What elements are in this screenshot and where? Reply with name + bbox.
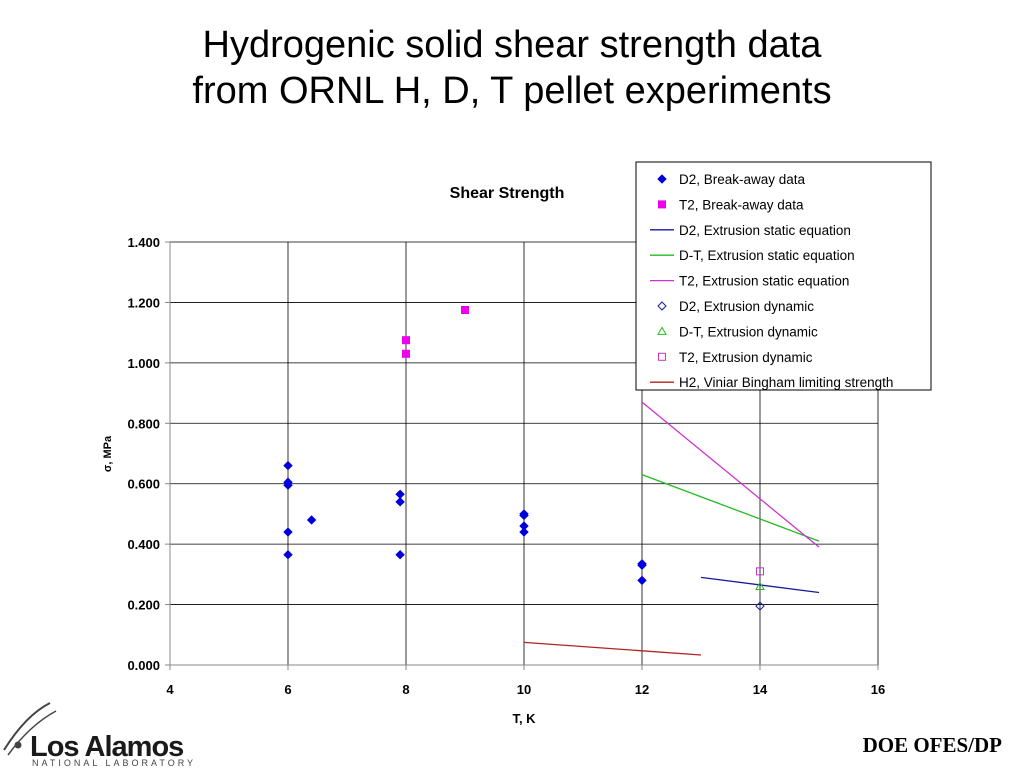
data-point-series-5 (755, 601, 765, 611)
legend-swatch-marker (658, 200, 666, 209)
legend-swatch-marker (657, 301, 667, 311)
legend-entry-label: H2, Viniar Bingham limiting strength (679, 375, 893, 390)
data-point-series-0 (519, 510, 529, 521)
data-point-series-0 (283, 550, 293, 560)
series-line-2 (700, 576, 820, 594)
los-alamos-logo-icon (3, 702, 57, 756)
data-point-series-0 (283, 460, 293, 471)
y-tick-label: 0.000 (127, 658, 160, 673)
x-tick-label: 4 (166, 682, 174, 697)
legend-swatch-marker (658, 352, 666, 361)
legend-entry-label: D2, Extrusion static equation (679, 223, 851, 238)
data-point-series-1 (461, 305, 469, 314)
logo-subtext: NATIONAL LABORATORY (32, 758, 197, 768)
y-tick-label: 1.200 (127, 295, 160, 310)
legend-entry-label: T2, Break-away data (679, 197, 804, 212)
series-line-8 (523, 641, 702, 656)
slide-title: Hydrogenic solid shear strength data fro… (0, 22, 1024, 114)
chart-tick-labels: 0.000 0.200 0.400 0.600 0.800 1.000 1.200 1.400… (127, 235, 885, 697)
chart-series (283, 305, 820, 656)
legend-entry-label: D-T, Extrusion dynamic (679, 324, 818, 339)
data-point-series-0 (395, 550, 405, 560)
y-tick-label: 1.000 (127, 356, 160, 371)
chart-axes (165, 241, 879, 670)
legend-entry-label: T2, Extrusion dynamic (679, 350, 813, 365)
slide-title-line2: from ORNL H, D, T pellet experiments (192, 70, 832, 112)
data-point-series-0 (519, 527, 529, 537)
y-tick-label: 0.600 (127, 477, 160, 492)
logo-text: Los Alamos (30, 731, 184, 763)
data-point-series-0 (637, 575, 647, 586)
data-point-series-0 (283, 480, 293, 490)
data-point-series-1 (402, 349, 410, 358)
y-tick-label: 0.800 (127, 416, 160, 431)
series-line-3 (641, 474, 820, 542)
legend-entry-label: T2, Extrusion static equation (679, 274, 849, 289)
legend-box (635, 161, 932, 391)
chart-title: Shear Strength (450, 185, 565, 202)
data-point-series-7 (756, 567, 764, 576)
legend-entry-label: D-T, Extrusion static equation (679, 248, 855, 263)
x-tick-label: 12 (635, 682, 649, 697)
x-axis-label: T, K (512, 711, 536, 726)
data-point-series-0 (283, 527, 293, 537)
slide-title-line1: Hydrogenic solid shear strength data (202, 24, 822, 66)
legend-entry-label: D2, Break-away data (679, 172, 806, 187)
data-point-series-0 (637, 560, 647, 570)
y-tick-label: 0.200 (127, 598, 160, 613)
series-line-4 (641, 401, 820, 548)
x-tick-label: 6 (284, 682, 291, 697)
data-point-series-0 (306, 515, 317, 525)
data-point-series-1 (402, 336, 410, 345)
x-tick-label: 16 (871, 682, 885, 697)
chart-legend: D2, Break-away data T2, Break-away data D2… (635, 161, 932, 391)
y-axis-label: σ, MPa (102, 435, 114, 472)
x-tick-label: 14 (753, 682, 768, 697)
legend-entry-label: D2, Extrusion dynamic (679, 299, 814, 314)
legend-swatch-marker (657, 174, 667, 184)
y-tick-label: 0.400 (127, 537, 160, 552)
data-point-series-0 (395, 489, 405, 499)
data-point-series-0 (395, 497, 405, 507)
footer-text: DOE OFES/DP (862, 733, 1002, 757)
data-point-series-6 (755, 581, 765, 590)
y-tick-label: 1.400 (127, 235, 160, 250)
x-tick-label: 8 (402, 682, 409, 697)
legend-swatch-marker (657, 326, 667, 335)
x-tick-label: 10 (517, 682, 531, 697)
